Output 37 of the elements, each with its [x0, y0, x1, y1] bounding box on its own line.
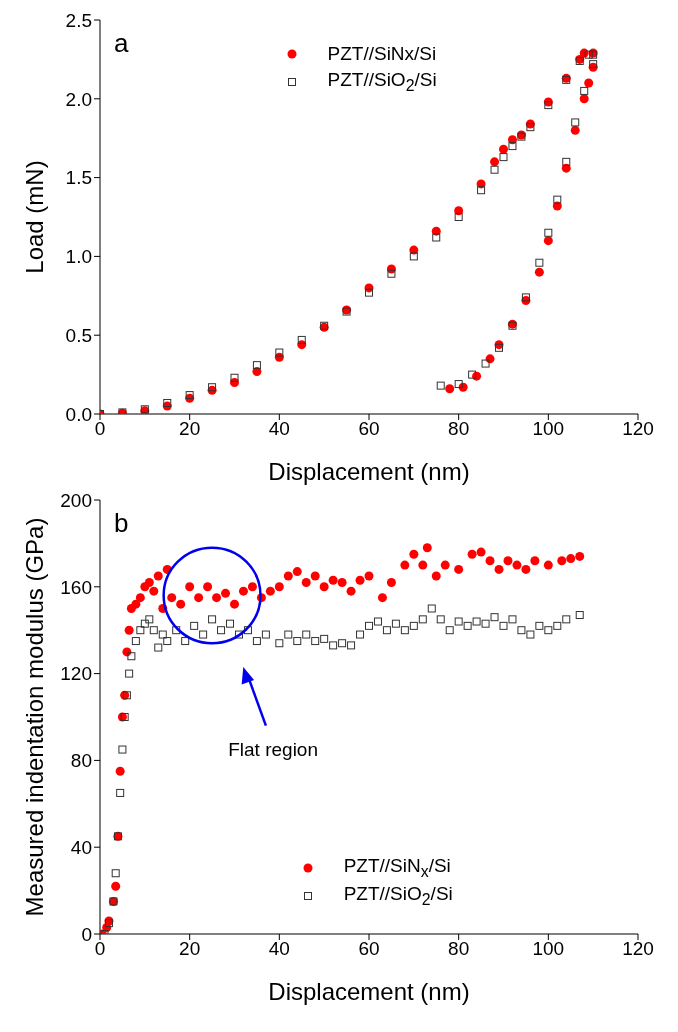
x-tick-label: 120 [622, 418, 654, 440]
y-tick-label: 2.5 [65, 9, 92, 31]
annotation: Flat region [228, 738, 318, 760]
x-axis-title: Displacement (nm) [268, 978, 470, 1005]
annotation: a [114, 28, 129, 58]
legend-label: PZT//SiO$_{2}$/Si [327, 69, 437, 94]
x-tick-label: 60 [358, 418, 380, 440]
x-tick-label: 40 [268, 418, 290, 440]
y-tick-label: 1.0 [65, 246, 92, 268]
y-tick-label: 0 [81, 923, 92, 945]
y-axis-title: Measured indentation modulus (GPa) [20, 517, 48, 917]
y-tick-label: 120 [60, 663, 92, 685]
x-tick-label: 0 [94, 418, 106, 440]
legend-label: PZT//SiO$_{2}$/Si [343, 883, 453, 908]
annotation: b [114, 508, 129, 538]
y-axis-title: Load (mN) [20, 160, 48, 274]
y-tick-label: 0.5 [65, 324, 92, 346]
x-tick-label: 60 [358, 938, 380, 960]
y-tick-label: 2.0 [65, 88, 92, 110]
y-tick-label: 0.0 [65, 403, 92, 425]
legend-label: PZT//SiNx/Si [327, 43, 437, 64]
x-tick-label: 80 [448, 938, 470, 960]
x-tick-label: 100 [532, 938, 565, 960]
x-axis-title: Displacement (nm) [268, 458, 470, 485]
y-tick-label: 160 [60, 576, 92, 598]
x-tick-label: 120 [622, 938, 654, 960]
x-tick-label: 20 [179, 938, 201, 960]
y-tick-label: 80 [70, 750, 92, 772]
x-tick-label: 40 [268, 938, 290, 960]
x-tick-label: 100 [532, 418, 565, 440]
y-tick-label: 1.5 [65, 167, 92, 189]
x-tick-label: 0 [94, 938, 106, 960]
x-tick-label: 20 [179, 418, 201, 440]
x-tick-label: 80 [448, 418, 470, 440]
y-tick-label: 40 [70, 836, 92, 858]
legend-label: PZT//SiN$_{x}$/Si [343, 855, 451, 880]
y-tick-label: 200 [60, 489, 92, 511]
